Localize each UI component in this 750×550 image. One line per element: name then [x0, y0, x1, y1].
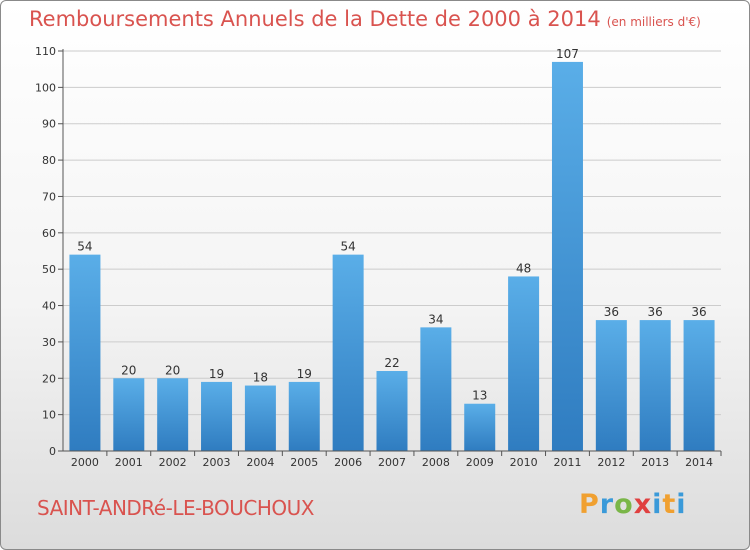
axes: 0 10 20 30 40 50 60 70 80 90 100 110 2000 2001 2002 200…: [35, 45, 722, 469]
bar-2001[interactable]: [113, 378, 145, 451]
x-tick-label: 2013: [641, 456, 669, 469]
x-tick-label: 2005: [290, 456, 318, 469]
x-tick-label: 2003: [203, 456, 231, 469]
bar-value-label: 20: [165, 363, 180, 377]
x-tick-label: 2008: [422, 456, 450, 469]
bar-value-label: 36: [691, 305, 706, 319]
bar-value-label: 36: [648, 305, 663, 319]
x-tick-label: 2007: [378, 456, 406, 469]
bar-2000[interactable]: [69, 254, 101, 451]
proxiti-logo[interactable]: Proxiti: [579, 489, 687, 520]
y-tick-label: 10: [42, 409, 56, 422]
y-tick-label: 60: [42, 227, 56, 240]
bar-2007[interactable]: [376, 371, 408, 451]
y-tick-label: 70: [42, 190, 56, 203]
y-tick-label: 80: [42, 154, 56, 167]
y-tick-label: 20: [42, 372, 56, 385]
bar-2002[interactable]: [157, 378, 189, 451]
x-tick-label: 2001: [115, 456, 143, 469]
bar-2009[interactable]: [464, 403, 496, 451]
x-tick-label: 2004: [246, 456, 274, 469]
x-tick-label: 2000: [71, 456, 99, 469]
y-tick-label: 100: [35, 81, 56, 94]
bar-value-label: 20: [121, 363, 136, 377]
bar-value-label: 19: [297, 367, 312, 381]
bar-value-label: 19: [209, 367, 224, 381]
chart-title: Remboursements Annuels de la Dette de 20…: [29, 7, 701, 31]
bar-value-label: 54: [77, 240, 92, 254]
y-tick-label: 50: [42, 263, 56, 276]
unit-note: (en milliers d'€): [606, 15, 701, 29]
x-tick-label: 2014: [685, 456, 713, 469]
bar-2004[interactable]: [244, 385, 276, 451]
bar-value-label: 18: [253, 371, 268, 385]
y-tick-label: 90: [42, 118, 56, 131]
x-tick-label: 2006: [334, 456, 362, 469]
bar-2012[interactable]: [595, 320, 627, 451]
bar-2014[interactable]: [683, 320, 715, 451]
x-tick-label: 2011: [553, 456, 581, 469]
x-tick-label: 2010: [510, 456, 538, 469]
chart-title-text: Remboursements Annuels de la Dette de 20…: [29, 7, 601, 31]
bar-2013[interactable]: [639, 320, 671, 451]
y-tick-label: 30: [42, 336, 56, 349]
bars: 54 20 20 19 18 19 54 22 34 13 48 107 36 36 36: [69, 47, 715, 452]
bar-2010[interactable]: [508, 276, 540, 451]
bar-value-label: 13: [472, 389, 487, 403]
bar-value-label: 54: [340, 240, 355, 254]
bar-value-label: 22: [384, 356, 399, 370]
y-tick-label: 110: [35, 45, 56, 58]
y-tick-label: 0: [49, 445, 56, 458]
bar-2008[interactable]: [420, 327, 452, 451]
y-tick-label: 40: [42, 300, 56, 313]
bar-2011[interactable]: [551, 61, 583, 452]
bar-value-label: 48: [516, 261, 531, 275]
bar-2005[interactable]: [288, 381, 320, 451]
x-tick-label: 2012: [597, 456, 625, 469]
commune-name: SAINT-ANDRé-LE-BOUCHOUX: [37, 496, 314, 520]
bar-value-label: 107: [556, 47, 579, 61]
bar-2006[interactable]: [332, 254, 364, 451]
bar-2003[interactable]: [201, 381, 233, 451]
bar-value-label: 36: [604, 305, 619, 319]
x-tick-label: 2002: [159, 456, 187, 469]
bar-value-label: 34: [428, 312, 443, 326]
x-tick-label: 2009: [466, 456, 494, 469]
